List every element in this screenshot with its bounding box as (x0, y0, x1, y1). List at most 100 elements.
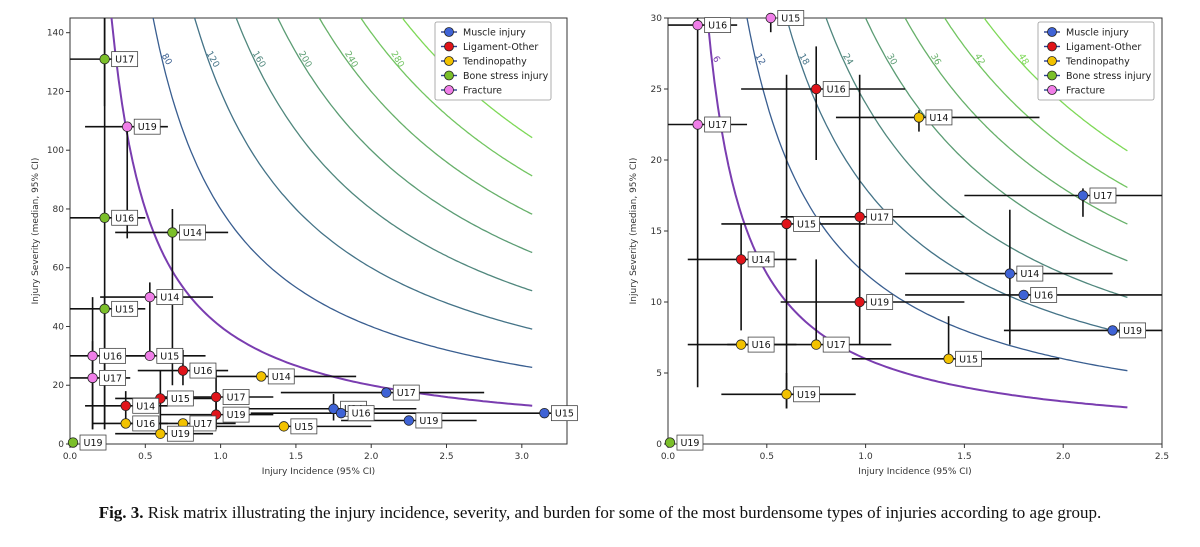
contour-line (825, 18, 1128, 299)
data-point (122, 121, 133, 132)
y-tick-label: 10 (651, 298, 663, 308)
point-label-box (866, 208, 894, 225)
legend-label: Muscle injury (463, 28, 526, 39)
point-label: U19 (1123, 326, 1142, 337)
contour-line (235, 18, 533, 292)
point-label-box (156, 289, 184, 306)
point-label-box (415, 412, 443, 429)
legend-label: Fracture (1066, 86, 1105, 97)
point-label: U14 (929, 113, 948, 124)
legend-label: Bone stress injury (1066, 71, 1152, 82)
point-label: U14 (1020, 269, 1039, 280)
data-point (403, 415, 415, 426)
point-label-box (111, 300, 139, 317)
point-label-box (290, 418, 318, 435)
y-tick-label: 0 (58, 440, 64, 450)
point-label: U16 (352, 409, 371, 420)
contour-line (152, 18, 533, 369)
point-label: U17 (193, 419, 212, 430)
point-label: U17 (1093, 191, 1112, 202)
data-point (692, 19, 703, 31)
x-tick-label: 1.5 (289, 452, 303, 462)
point-label: U17 (227, 392, 246, 403)
point-label: U16 (193, 366, 212, 377)
point-label-box (1089, 187, 1117, 204)
point-label: U19 (419, 416, 438, 427)
legend-box (434, 21, 552, 101)
x-tick-label: 2.0 (364, 452, 379, 462)
point-label: U19 (138, 122, 157, 133)
point-label-box (704, 116, 732, 133)
point-label-box (222, 389, 250, 405)
x-tick-label: 0.5 (138, 452, 152, 462)
data-point (735, 339, 747, 350)
contour-line (865, 18, 1128, 262)
point-label-box (99, 369, 126, 386)
legend-marker (444, 41, 454, 52)
data-point (913, 112, 925, 123)
point-label-box (111, 51, 139, 68)
data-point (99, 212, 110, 223)
point-group: U17 U14 U16 U19 U16 U17 U15 U14 U19 U14 U16 U17 U15 U… (664, 10, 1146, 451)
legend-label: Muscle injury (1066, 28, 1129, 39)
point-label: U14 (136, 401, 155, 412)
data-point (854, 296, 865, 308)
data-point (167, 227, 178, 238)
y-tick-label: 20 (53, 381, 65, 391)
legend-marker (444, 85, 454, 95)
legend-label: Fracture (463, 86, 502, 97)
point-label: U16 (1034, 290, 1053, 301)
legend-box (1037, 21, 1155, 101)
legend: Muscle injury Ligament-Other Tendinopathy B… (1037, 21, 1155, 101)
contour-label: 6 (710, 55, 722, 65)
y-tick-label: 20 (651, 156, 663, 166)
contour-line (318, 18, 533, 215)
point-label-box (347, 405, 375, 422)
point-label-box (189, 415, 217, 432)
contour-line (110, 18, 533, 407)
point-label-box (822, 81, 850, 97)
data-point (120, 400, 131, 412)
point-label: U15 (781, 14, 800, 25)
point-label-box (955, 350, 982, 367)
point-label: U14 (160, 293, 179, 304)
chart-panel-2: 0.0 0.5 1.0 1.5 2.0 2.5 0 5 10 15 20 25 30 Injury Inc… (629, 10, 1169, 477)
point-label-box (793, 215, 820, 232)
y-tick-label: 15 (651, 227, 662, 237)
point-label-box (189, 362, 217, 379)
point-label-box (99, 347, 126, 364)
data-point (99, 53, 110, 65)
y-axis-label: Injury Severity (median, 95% CI) (629, 158, 639, 305)
point-label: U19 (171, 429, 190, 440)
point-label-box (179, 224, 206, 241)
point-label: U17 (870, 212, 889, 223)
x-tick-label: 1.5 (957, 452, 971, 462)
y-tick-label: 40 (53, 322, 65, 332)
data-point (811, 339, 822, 350)
point-label: U17 (103, 373, 122, 384)
legend-label: Tendinopathy (462, 57, 527, 68)
y-tick-label: 0 (656, 440, 662, 450)
y-tick-label: 80 (53, 205, 65, 215)
data-point (692, 119, 703, 130)
x-tick-label: 2.5 (439, 452, 453, 462)
point-label: U15 (555, 409, 574, 420)
point-label: U14 (272, 372, 291, 383)
figure-caption: Fig. 3. Risk matrix illustrating the inj… (0, 503, 1200, 523)
legend-marker (1047, 85, 1057, 95)
legend-marker (1047, 56, 1057, 66)
point-label: U17 (397, 388, 416, 399)
legend-label: Ligament-Other (463, 42, 538, 53)
data-point (1004, 268, 1016, 279)
point-label: U19 (870, 298, 889, 309)
x-axis-label: Injury Incidence (95% CI) (858, 467, 971, 477)
point-label: U15 (115, 304, 134, 315)
legend: Muscle injury Ligament-Other Tendinopathy B… (434, 21, 552, 101)
data-point (811, 83, 822, 95)
x-axis-label: Injury Incidence (95% CI) (262, 467, 375, 477)
point-label-box (747, 336, 775, 353)
point-label-box (166, 390, 194, 407)
point-label: U17 (827, 340, 846, 351)
legend-marker (444, 70, 454, 81)
caption-label: Fig. 3. (98, 503, 144, 522)
